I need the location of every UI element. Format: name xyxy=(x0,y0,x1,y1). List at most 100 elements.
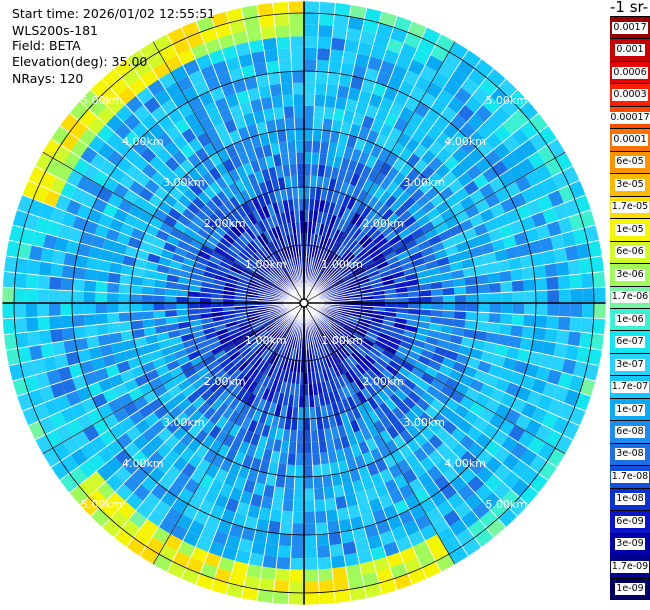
ppi-cell xyxy=(304,569,319,582)
ray-separator xyxy=(287,302,305,605)
ppi-cell xyxy=(419,65,438,82)
ppi-cell xyxy=(494,248,509,262)
ppi-cell xyxy=(282,358,289,371)
ppi-cell xyxy=(521,266,535,280)
ppi-cell xyxy=(358,320,371,328)
ppi-cell xyxy=(78,478,98,498)
ppi-cell xyxy=(544,328,558,343)
ppi-cell xyxy=(246,123,259,138)
ppi-cell xyxy=(304,59,317,72)
ppi-cell xyxy=(398,147,414,163)
ppi-cell xyxy=(304,523,317,535)
ppi-cell xyxy=(159,371,174,385)
ppi-cell xyxy=(430,544,449,562)
ppi-cell xyxy=(190,239,204,251)
ppi-cell xyxy=(314,187,323,200)
ppi-cell xyxy=(266,216,275,229)
ppi-cell xyxy=(96,323,110,336)
ppi-cell xyxy=(329,49,344,63)
ppi-cell xyxy=(407,221,421,234)
ppi-cell xyxy=(246,242,258,254)
ppi-cell xyxy=(331,256,341,267)
ppi-cell xyxy=(412,173,428,189)
ray-separator xyxy=(303,7,368,304)
ppi-cell xyxy=(316,259,323,272)
ppi-cell xyxy=(51,249,66,265)
ppi-cell xyxy=(213,368,227,381)
ppi-cell xyxy=(552,171,569,190)
ppi-cell xyxy=(342,482,356,496)
colorbar-swatch: 3e-06 xyxy=(610,263,650,286)
ppi-cell xyxy=(381,385,395,398)
ppi-cell xyxy=(222,186,235,200)
ppi-cell xyxy=(480,242,495,255)
ppi-cell xyxy=(267,228,276,241)
ppi-cell xyxy=(271,288,283,295)
ppi-cell xyxy=(229,104,244,119)
ppi-cell xyxy=(48,289,61,303)
ppi-cell xyxy=(381,324,394,332)
ppi-cell xyxy=(189,182,204,197)
ray-separator xyxy=(303,302,469,557)
ppi-cell xyxy=(333,484,346,498)
ppi-cell xyxy=(433,178,449,194)
ppi-cell xyxy=(361,178,374,193)
ray-separator xyxy=(22,194,305,304)
ppi-cell xyxy=(556,261,570,277)
ray-separator xyxy=(28,302,305,427)
ppi-cell xyxy=(49,315,62,330)
ppi-cell xyxy=(12,209,29,228)
ppi-cell xyxy=(258,132,271,147)
ppi-cell xyxy=(288,592,304,605)
ppi-cell xyxy=(350,242,362,254)
ppi-cell xyxy=(391,239,405,251)
ray-separator xyxy=(303,194,586,304)
colorbar-swatch: 3e-07 xyxy=(610,352,650,376)
colorbar-tick-label: 3e-07 xyxy=(615,358,645,371)
ppi-cell xyxy=(407,313,420,322)
ppi-cell xyxy=(209,411,223,425)
ppi-cell xyxy=(441,419,458,435)
ppi-cell xyxy=(290,36,304,49)
ppi-cell xyxy=(70,448,89,467)
ppi-cell xyxy=(502,234,517,249)
ppi-cell xyxy=(480,351,495,364)
ppi-cell xyxy=(204,331,218,341)
ppi-cell xyxy=(373,303,386,308)
ppi-cell xyxy=(511,127,530,147)
ppi-cell xyxy=(120,330,134,342)
colorbar-tick-label: 0.0006 xyxy=(612,66,648,79)
ppi-cell xyxy=(362,400,374,414)
ppi-cell xyxy=(339,181,350,195)
ppi-cell xyxy=(23,375,40,393)
ppi-cell xyxy=(81,192,98,209)
ppi-cell xyxy=(364,240,377,252)
ppi-cell xyxy=(492,106,511,125)
ppi-cell xyxy=(406,152,421,168)
ppi-cell xyxy=(337,205,347,219)
colorbar-tick-label: 0.0001 xyxy=(612,134,648,147)
ppi-cell xyxy=(63,339,78,354)
ppi-cell xyxy=(274,118,286,132)
ppi-cell xyxy=(316,417,324,430)
azimuth-guide xyxy=(42,302,305,455)
ppi-cell xyxy=(331,26,348,40)
ppi-cell xyxy=(35,372,51,390)
ppi-cell xyxy=(289,324,296,336)
ppi-cell xyxy=(384,307,397,313)
ppi-cell xyxy=(222,233,236,245)
ppi-cell xyxy=(354,329,367,338)
ppi-cell xyxy=(320,318,330,328)
ppi-cell xyxy=(277,250,286,262)
ppi-cell xyxy=(513,231,529,246)
ppi-cell xyxy=(316,48,331,61)
ppi-cell xyxy=(285,322,293,334)
ppi-cell xyxy=(357,42,374,57)
ppi-cell xyxy=(338,348,348,360)
ppi-cell xyxy=(379,328,393,337)
ppi-cell xyxy=(567,330,581,347)
ppi-cell xyxy=(60,454,79,474)
ppi-cell xyxy=(546,220,562,237)
ppi-cell xyxy=(322,282,334,291)
ppi-cell xyxy=(304,592,320,605)
